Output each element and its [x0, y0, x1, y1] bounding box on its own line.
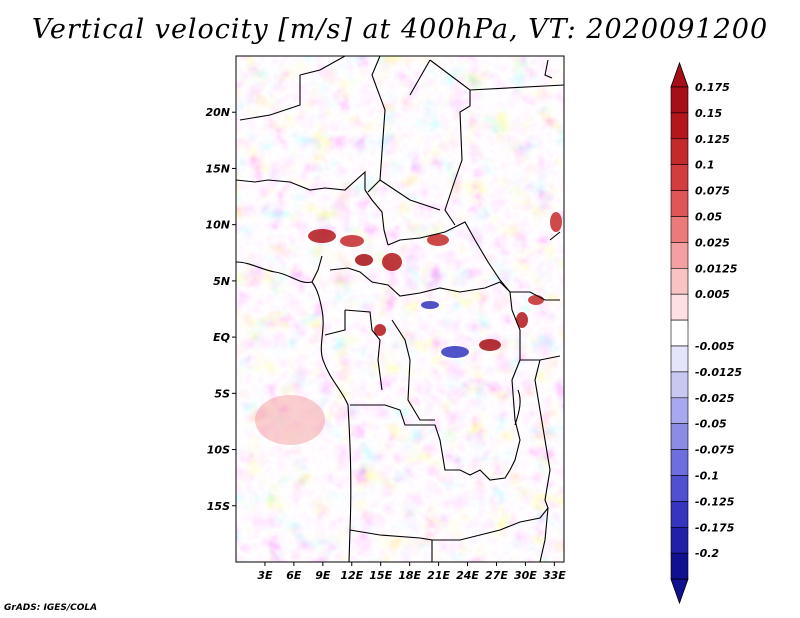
colorbar-label: -0.1: [695, 470, 719, 483]
map-title: Vertical velocity [m/s] at 400hPa, VT: 2…: [31, 14, 769, 45]
colorbar-label: -0.005: [695, 340, 735, 353]
colorbar-label: 0.075: [695, 185, 730, 198]
lat-tick-label: 15N: [205, 162, 230, 175]
colorbar-bottom-arrow: [670, 578, 689, 605]
lat-tick-label: 20N: [205, 106, 230, 119]
colorbar: 0.175 0.15 0.125 0.1 0.075 0.05 0.025 0.0125 0.0…: [670, 61, 742, 605]
lat-tick-label: 5N: [213, 275, 230, 288]
colorbar-swatch: [670, 501, 689, 528]
colorbar-swatch: [670, 86, 689, 114]
colorbar-swatch: [670, 345, 689, 373]
latitude-axis: 20N 15N 10N 5N EQ 5S 10S 15S: [205, 106, 236, 513]
colorbar-swatch: [670, 267, 689, 295]
colorbar-label: -0.0125: [695, 366, 742, 379]
lat-tick-label: 10N: [205, 219, 230, 232]
lon-tick-label: 15E: [369, 569, 392, 582]
lon-tick-label: 27E: [485, 569, 508, 582]
colorbar-swatch: [670, 164, 689, 191]
map-frame: [235, 55, 565, 563]
colorbar-swatch: [670, 216, 689, 243]
lon-tick-label: 30E: [514, 569, 537, 582]
colorbar-label: 0.175: [695, 81, 730, 94]
grads-credit: GrADS: IGES/COLA: [4, 603, 98, 613]
colorbar-swatch: [670, 138, 689, 166]
lat-tick-label: 5S: [214, 387, 230, 400]
colorbar-swatch: [670, 449, 689, 476]
colorbar-swatch: [670, 242, 689, 269]
colorbar-label: -0.075: [695, 444, 735, 457]
lon-tick-label: 12E: [340, 569, 363, 582]
colorbar-top-arrow: [670, 61, 689, 88]
colorbar-label: 0.025: [695, 236, 730, 249]
colorbar-swatch: [670, 293, 689, 321]
colorbar-swatch: [670, 475, 689, 502]
colorbar-swatch: [670, 190, 689, 217]
colorbar-label: -0.175: [695, 521, 735, 534]
lat-tick-label: 10S: [207, 444, 230, 457]
lon-tick-label: 18E: [398, 569, 421, 582]
map-area: [236, 56, 564, 562]
colorbar-label: -0.025: [695, 392, 735, 405]
colorbar-swatch: [670, 371, 689, 399]
colorbar-swatch: [670, 423, 689, 450]
colorbar-label: 0.15: [695, 107, 722, 120]
country-borders: [236, 56, 564, 562]
colorbar-swatch: [670, 112, 689, 140]
colorbar-label: 0.005: [695, 288, 730, 301]
colorbar-label: 0.05: [695, 211, 722, 224]
colorbar-swatch: [670, 397, 689, 424]
colorbar-swatch: [670, 526, 689, 554]
lon-tick-label: 6E: [286, 569, 302, 582]
lat-tick-label: EQ: [213, 331, 230, 344]
convective-cells: [255, 212, 562, 445]
vertical-velocity-field: [236, 56, 564, 562]
colorbar-swatch: [670, 552, 689, 580]
lon-tick-label: 21E: [427, 569, 450, 582]
lon-tick-label: 33E: [543, 569, 566, 582]
colorbar-label: -0.2: [695, 547, 719, 560]
lon-tick-label: 24E: [456, 569, 479, 582]
colorbar-label: 0.125: [695, 133, 730, 146]
colorbar-label: 0.1: [695, 159, 715, 172]
colorbar-label: -0.125: [695, 495, 735, 508]
colorbar-label: 0.0125: [695, 262, 738, 275]
lon-tick-label: 9E: [315, 569, 331, 582]
longitude-axis: 3E 6E 9E 12E 15E 18E 21E 24E 27E 30E 33E: [257, 562, 566, 582]
colorbar-swatch: [670, 319, 689, 347]
lon-tick-label: 3E: [257, 569, 273, 582]
lat-tick-label: 15S: [207, 500, 230, 513]
colorbar-label: -0.05: [695, 418, 727, 431]
